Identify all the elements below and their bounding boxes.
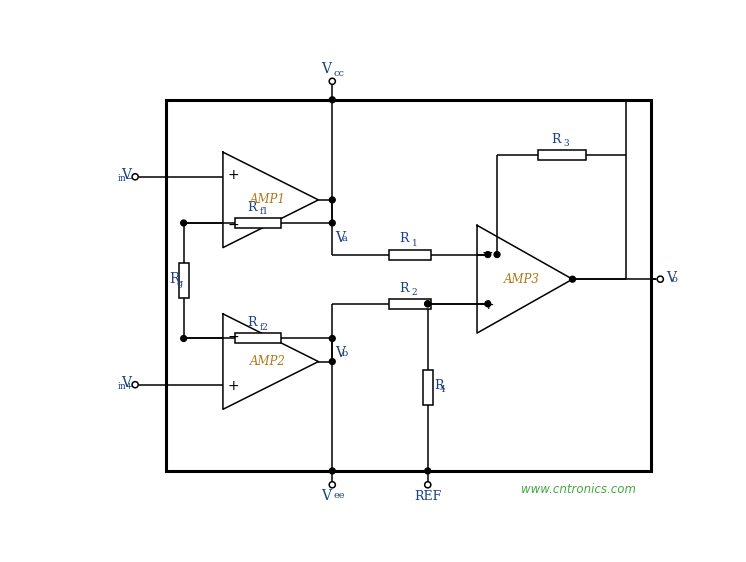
Circle shape [424, 482, 431, 488]
Bar [389, 299, 431, 309]
Text: −: − [227, 330, 239, 344]
Circle shape [424, 468, 430, 474]
Circle shape [132, 174, 138, 180]
Circle shape [485, 252, 491, 257]
Circle shape [181, 220, 186, 226]
Bar [423, 370, 433, 405]
Text: R: R [400, 282, 410, 294]
Text: V: V [322, 490, 331, 504]
Text: V: V [665, 271, 676, 284]
Text: R: R [169, 272, 180, 286]
Circle shape [494, 252, 500, 257]
Text: R: R [551, 133, 561, 146]
Text: g: g [177, 279, 183, 288]
Circle shape [329, 78, 336, 84]
Bar [235, 218, 281, 228]
Text: V: V [322, 62, 331, 76]
Text: R: R [434, 379, 443, 392]
Text: f2: f2 [260, 323, 269, 332]
Circle shape [424, 301, 430, 307]
Circle shape [657, 276, 663, 282]
Text: AMP3: AMP3 [504, 273, 539, 285]
Text: AMP2: AMP2 [250, 355, 286, 368]
Text: 2: 2 [412, 288, 417, 297]
Text: +: + [227, 168, 239, 182]
Circle shape [329, 336, 335, 341]
Text: REF: REF [414, 490, 442, 503]
Text: f1: f1 [260, 207, 269, 216]
Text: −: − [227, 217, 239, 232]
Text: R: R [248, 316, 257, 329]
Bar [235, 333, 281, 343]
Circle shape [329, 359, 335, 365]
Text: +: + [227, 379, 239, 393]
Text: +: + [482, 298, 494, 312]
Circle shape [570, 277, 575, 282]
Text: b: b [342, 349, 348, 358]
Text: V: V [122, 376, 131, 390]
Text: −: − [482, 246, 494, 260]
Circle shape [329, 97, 335, 103]
Text: in−: in− [118, 174, 134, 183]
Circle shape [485, 301, 491, 307]
Circle shape [329, 197, 335, 203]
Text: R: R [248, 201, 257, 214]
Text: 4: 4 [440, 385, 446, 394]
Text: 3: 3 [563, 139, 569, 148]
Bar [166, 100, 651, 471]
Circle shape [329, 468, 335, 474]
Text: AMP1: AMP1 [250, 193, 286, 206]
Text: V: V [122, 168, 131, 182]
Bar [389, 250, 431, 260]
Text: ee: ee [333, 491, 345, 500]
Text: R: R [400, 232, 410, 245]
Circle shape [424, 301, 430, 307]
Text: www.cntronics.com: www.cntronics.com [521, 483, 636, 496]
Bar [178, 263, 189, 298]
Circle shape [329, 482, 336, 488]
Circle shape [132, 382, 138, 388]
Circle shape [329, 220, 335, 226]
Text: in+: in+ [118, 382, 134, 391]
Bar [538, 150, 586, 160]
Text: cc: cc [333, 69, 344, 78]
Text: a: a [342, 234, 348, 243]
Text: V: V [336, 346, 345, 360]
Text: 1: 1 [412, 239, 417, 248]
Text: o: o [672, 275, 677, 284]
Text: V: V [336, 230, 345, 244]
Circle shape [181, 336, 186, 341]
